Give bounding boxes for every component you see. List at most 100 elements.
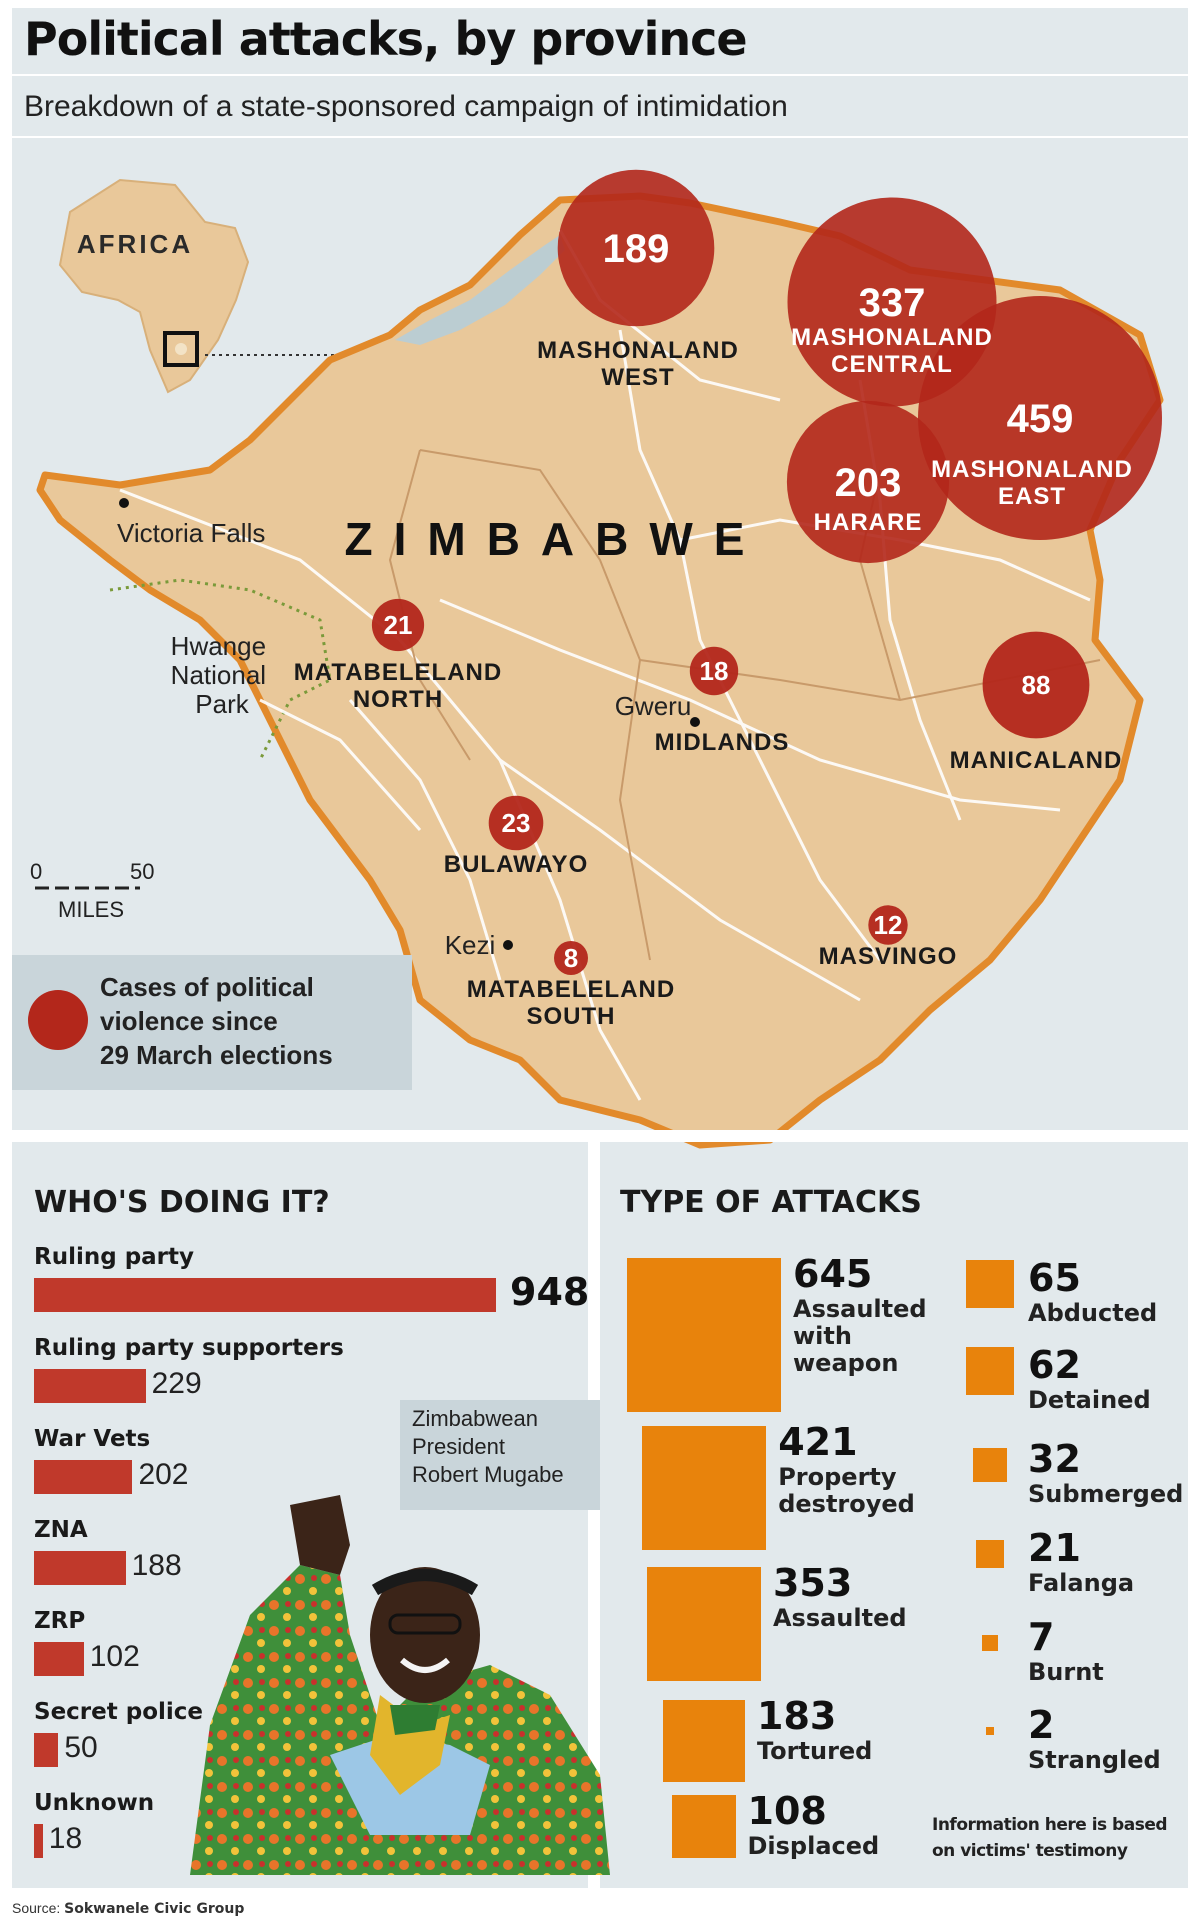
attack-type-label: Displaced <box>747 1832 880 1860</box>
who-category-label: War Vets <box>34 1426 151 1452</box>
africa-inset-label: AFRICA <box>77 229 193 259</box>
legend-text: Cases of political violence since 29 Mar… <box>100 972 333 1070</box>
bubble-matabeleland-south <box>554 941 588 975</box>
place-victoria-falls: Victoria Falls <box>117 518 265 548</box>
attack-square <box>966 1347 1014 1395</box>
who-bar <box>34 1733 59 1767</box>
svg-text:50: 50 <box>130 859 154 884</box>
bubble-value-label: 203 <box>835 461 902 505</box>
who-value-label: 50 <box>64 1731 98 1764</box>
photo-caption: Zimbabwean President Robert Mugabe <box>400 1400 600 1510</box>
province-name-label: MATABELELAND <box>294 659 502 686</box>
attack-square <box>627 1258 781 1412</box>
page-title: Political attacks, by province <box>24 12 748 66</box>
bubble-value-label: 23 <box>502 808 531 838</box>
country-label: ZIMBABWE <box>345 513 766 565</box>
bubble-value-label: 21 <box>384 610 413 640</box>
attack-type-label: Detained <box>1028 1386 1151 1414</box>
who-value-label: 948 <box>510 1270 590 1314</box>
attack-value-label: 2 <box>1028 1703 1055 1747</box>
province-name-label: NORTH <box>353 686 443 713</box>
attack-type-label: Assaulted with weapon <box>793 1295 927 1377</box>
attack-value-label: 32 <box>1028 1437 1081 1481</box>
attack-square <box>647 1567 761 1681</box>
bubble-mashonaland-west <box>557 169 715 327</box>
province-name-label: MANICALAND <box>950 747 1123 774</box>
province-name-label: MATABELELAND <box>467 976 675 1003</box>
title-divider <box>12 74 1188 76</box>
attack-value-label: 7 <box>1028 1615 1055 1659</box>
attack-square <box>976 1540 1004 1568</box>
legend-circle <box>28 990 88 1050</box>
gweru-dot <box>690 717 700 727</box>
bubble-mashonaland-central <box>787 197 997 407</box>
attacks-section-title: TYPE OF ATTACKS <box>620 1185 922 1220</box>
who-bar <box>34 1278 496 1312</box>
bubble-bulawayo <box>488 795 544 851</box>
attack-square <box>672 1795 736 1859</box>
attack-type-label: Abducted <box>1028 1299 1158 1327</box>
who-category-label: ZRP <box>34 1608 86 1634</box>
attack-square <box>641 1426 767 1551</box>
victoria-falls-dot <box>119 498 129 508</box>
panel-divider <box>12 1130 1188 1142</box>
who-section-title: WHO'S DOING IT? <box>34 1185 330 1220</box>
bubble-value-label: 337 <box>859 281 926 325</box>
attack-type-label: Strangled <box>1028 1746 1161 1774</box>
who-value-label: 229 <box>151 1367 202 1400</box>
province-name-label: MASVINGO <box>819 943 958 970</box>
bubble-midlands <box>689 646 739 696</box>
africa-inset-shape <box>58 178 250 394</box>
testimony-note: Information here is based on victims' te… <box>932 1815 1168 1861</box>
who-bar <box>34 1460 133 1494</box>
province-name-label: CENTRAL <box>831 351 953 378</box>
inset-locator-box <box>163 331 199 367</box>
attack-value-label: 645 <box>793 1252 873 1296</box>
page-subtitle: Breakdown of a state-sponsored campaign … <box>24 90 788 123</box>
svg-text:0: 0 <box>30 859 42 884</box>
attack-square <box>662 1700 745 1783</box>
province-name-label: SOUTH <box>527 1003 616 1030</box>
attack-type-label: Falanga <box>1028 1569 1135 1597</box>
province-bubbles <box>371 169 1162 975</box>
province-name-label: MASHONALAND <box>537 337 739 364</box>
bubble-value-label: 88 <box>1022 670 1051 700</box>
column-divider <box>588 1140 600 1888</box>
place-kezi: Kezi <box>445 930 496 960</box>
who-bar <box>34 1551 126 1585</box>
bubble-harare <box>786 400 950 564</box>
attack-type-label: Burnt <box>1028 1658 1104 1686</box>
attack-value-label: 62 <box>1028 1343 1081 1387</box>
bubble-masvingo <box>868 905 908 945</box>
province-labels: 459MASHONALANDEAST337MASHONALANDCENTRAL2… <box>294 227 1133 1030</box>
bubble-matabeleland-north <box>371 598 425 652</box>
svg-text:MILES: MILES <box>58 897 124 922</box>
attack-value-label: 353 <box>772 1561 853 1605</box>
province-name-label: MASHONALAND <box>791 324 993 351</box>
who-bar <box>34 1369 146 1403</box>
province-name-label: MIDLANDS <box>655 729 790 756</box>
who-category-label: Unknown <box>34 1790 155 1816</box>
place-gweru: Gweru <box>615 691 692 721</box>
who-category-label: ZNA <box>34 1517 88 1543</box>
source-line: Source: Sokwanele Civic Group <box>12 1900 245 1917</box>
attack-value-label: 21 <box>1028 1526 1081 1570</box>
attack-type-label: Assaulted <box>772 1604 907 1632</box>
bubble-value-label: 459 <box>1007 397 1074 441</box>
attack-type-label: Tortured <box>757 1737 873 1765</box>
bubble-value-label: 8 <box>564 943 578 973</box>
province-name-label: MASHONALAND <box>931 456 1133 483</box>
attack-value-label: 421 <box>778 1420 858 1464</box>
who-category-label: Secret police <box>34 1699 204 1725</box>
province-name-label: HARARE <box>814 509 923 536</box>
who-bar <box>34 1824 43 1858</box>
who-category-label: Ruling party supporters <box>34 1335 344 1361</box>
mugabe-photo <box>190 1495 610 1875</box>
attack-type-label: Submerged <box>1028 1480 1184 1508</box>
who-value-label: 202 <box>138 1458 189 1491</box>
attack-value-label: 65 <box>1028 1256 1081 1300</box>
who-bar <box>34 1642 84 1676</box>
attack-type-label: Property destroyed <box>778 1463 915 1518</box>
attack-square <box>972 1447 1008 1483</box>
